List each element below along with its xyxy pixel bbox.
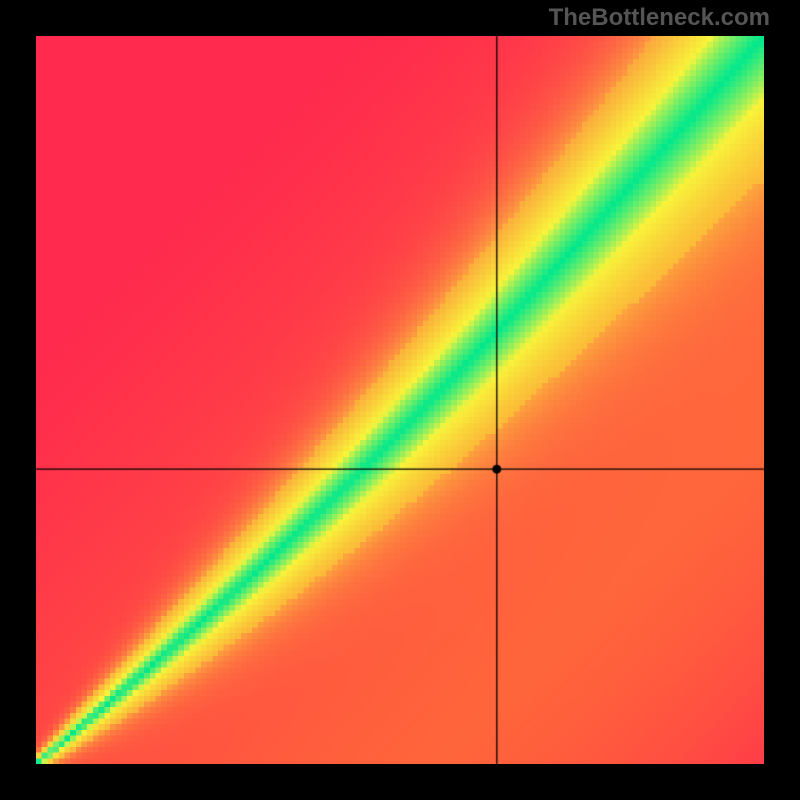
watermark-text: TheBottleneck.com (549, 4, 770, 32)
chart-root: TheBottleneck.com (0, 0, 800, 800)
crosshair-overlay (0, 0, 800, 800)
